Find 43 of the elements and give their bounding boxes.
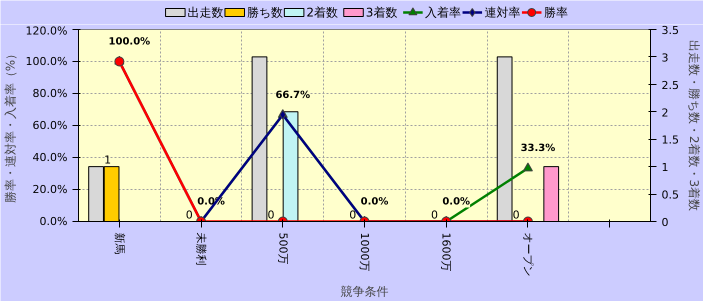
y-tick-label: 120.0% [26, 24, 68, 38]
legend-label: 勝率 [544, 6, 568, 20]
legend-label: 2着数 [306, 6, 338, 20]
data-label: 66.7% [275, 90, 310, 101]
x-tick-label: 500万 [276, 232, 290, 264]
data-label: 100.0% [108, 36, 150, 48]
y2-tick-label: 0.5 [662, 188, 679, 202]
x-tick-label: 新馬 [112, 232, 126, 254]
y2-tick-label: 1.5 [662, 134, 679, 147]
x-tick-label: オープン [521, 232, 534, 276]
data-label: 0 [268, 208, 275, 222]
y2-tick-label: 3.5 [662, 24, 679, 37]
y-tick-label: 40.0% [32, 151, 68, 164]
legend-label: 3着数 [366, 6, 398, 20]
y2-tick-label: 1 [662, 161, 668, 174]
data-label: 0 [512, 208, 520, 222]
y2-tick-label: 3 [662, 51, 668, 64]
y-tick-label: 0.0% [40, 215, 68, 228]
data-label: 33.3% [520, 143, 556, 154]
x-tick-label: 未勝利 [194, 232, 208, 266]
y2-tick-label: 2.5 [662, 78, 679, 92]
y-tick-label: 80.0% [32, 87, 68, 100]
y2-tick-label: 0 [662, 216, 668, 229]
legend-label: 入着率 [425, 6, 462, 20]
y2-tick-label: 2 [662, 106, 668, 120]
data-label: 0 [186, 208, 193, 222]
x-tick-label: 1600万 [440, 232, 453, 272]
legend-label: 連対率 [484, 6, 521, 20]
data-label: 0.0% [442, 196, 470, 208]
data-label: 1 [104, 154, 112, 167]
x-tick-label: 1000万 [358, 232, 371, 272]
point [522, 162, 533, 172]
y-axis-title: 勝率・連対率・入着率（%） [4, 48, 18, 204]
legend-label: 出走数 [188, 6, 224, 20]
y-tick-label: 100.0% [26, 55, 68, 68]
data-label: 0 [430, 208, 438, 222]
data-label: 0.0% [360, 196, 388, 208]
legend-label: 勝ち数 [246, 6, 283, 20]
data-label: 0 [349, 208, 356, 222]
y-tick-label: 20.0% [32, 183, 68, 196]
y-tick-label: 60.0% [32, 119, 68, 132]
x-axis-title: 競争条件 [340, 284, 388, 298]
y2-axis-title: 出走数・勝ち数・2着数・3着数 [686, 40, 701, 212]
